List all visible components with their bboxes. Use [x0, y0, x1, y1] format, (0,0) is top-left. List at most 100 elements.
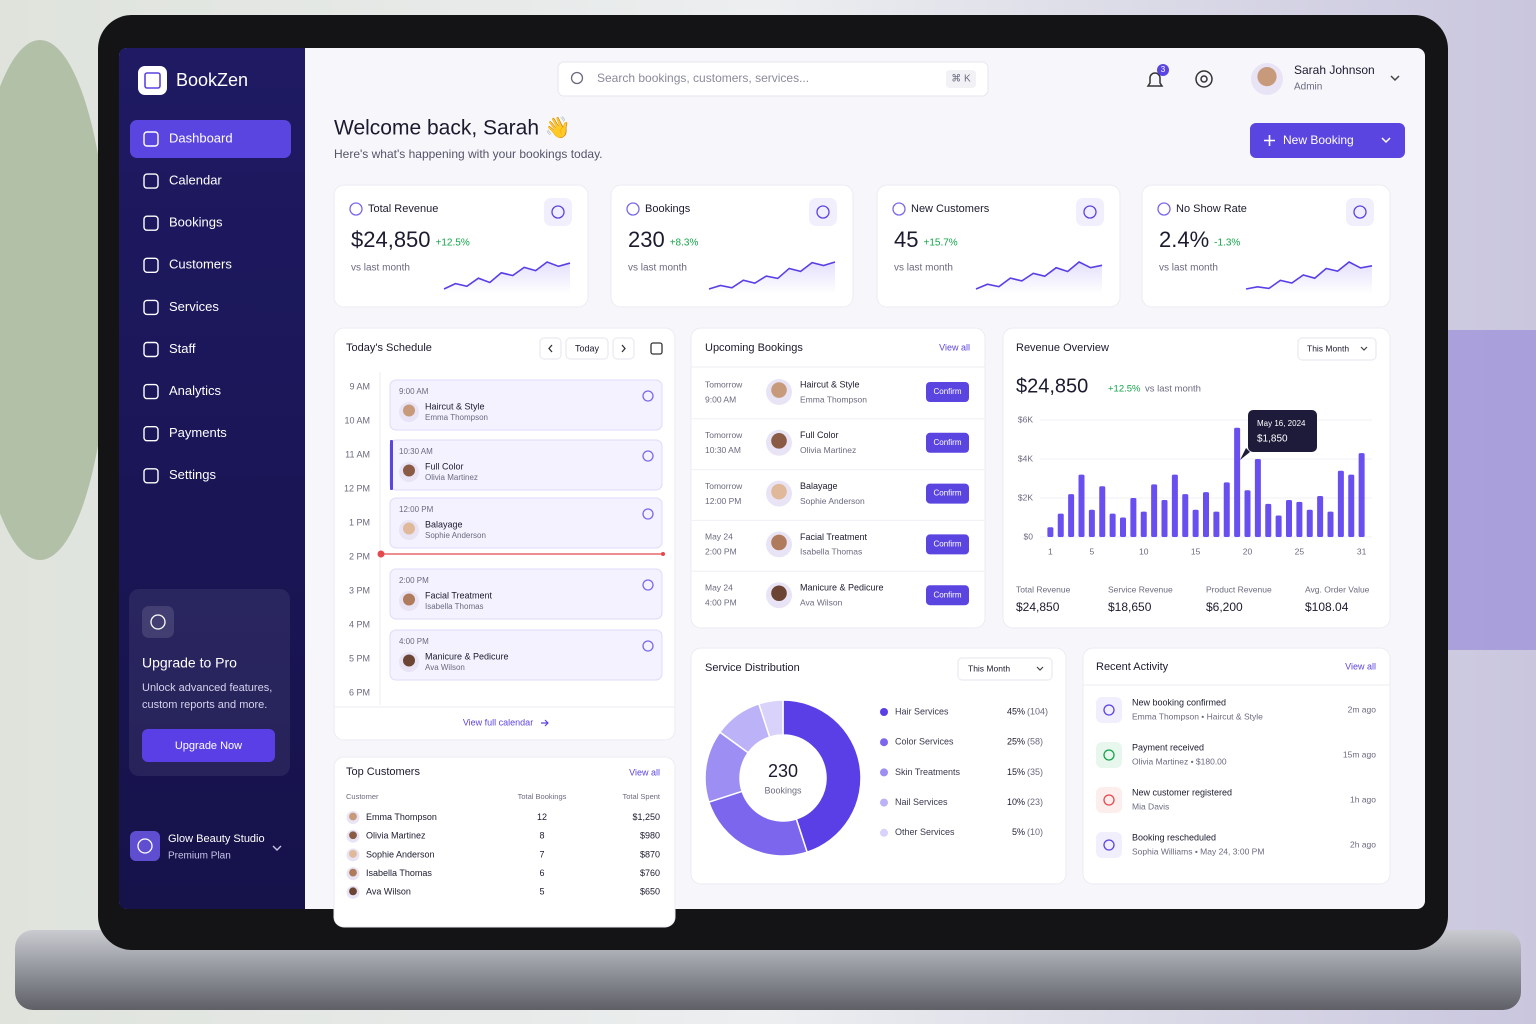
appointment-customer: Ava Wilson — [425, 663, 465, 672]
nav-icon — [143, 383, 159, 400]
revenue-change: +12.5% — [1108, 384, 1141, 395]
bar — [1171, 474, 1178, 537]
card-title: Recent Activity — [1096, 661, 1169, 673]
upgrade-icon-shape — [150, 614, 166, 630]
legend-count: (23) — [1027, 797, 1043, 807]
nav-item[interactable]: Staff — [169, 341, 196, 356]
upgrade-button-label[interactable]: Upgrade Now — [175, 740, 242, 752]
stat-icon — [892, 202, 906, 216]
search-box[interactable] — [557, 61, 989, 97]
appointment[interactable] — [389, 379, 663, 431]
filter-label[interactable]: This Month — [968, 663, 1010, 673]
avatar-face — [771, 534, 787, 551]
nav-item[interactable]: Payments — [169, 425, 227, 440]
summary-label: Avg. Order Value — [1305, 584, 1370, 594]
bar — [1203, 492, 1209, 537]
shortcut: ⌘ K — [951, 74, 971, 85]
chevron — [272, 845, 282, 851]
confirm-label[interactable]: Confirm — [933, 387, 961, 396]
link[interactable]: View full calendar — [463, 717, 533, 727]
legend-count: (104) — [1027, 706, 1048, 716]
hour-label: 1 PM — [349, 517, 370, 527]
appointment[interactable] — [389, 568, 663, 620]
table-cell: $650 — [640, 887, 660, 897]
search-placeholder[interactable]: Search bookings, customers, services... — [597, 71, 809, 85]
appointment[interactable] — [389, 497, 663, 549]
hour-label: 11 AM — [345, 449, 370, 459]
y-tick-label: $0 — [1024, 531, 1034, 541]
chevron — [1390, 75, 1400, 82]
tooltip — [1248, 410, 1317, 452]
summary-label: Service Revenue — [1108, 584, 1173, 594]
bar — [1140, 511, 1147, 537]
confirm-label[interactable]: Confirm — [933, 489, 961, 498]
appointment[interactable] — [389, 629, 663, 681]
confirm-label[interactable]: Confirm — [933, 590, 961, 599]
nav-item[interactable]: Calendar — [169, 173, 222, 188]
summary-label: Product Revenue — [1206, 584, 1272, 594]
nav-item[interactable]: Analytics — [169, 383, 222, 398]
nav-item[interactable]: Services — [169, 299, 219, 314]
table-cell: $870 — [640, 849, 660, 859]
stat-label: No Show Rate — [1176, 203, 1247, 215]
appointment-service: Balayage — [425, 519, 463, 529]
bar — [1120, 517, 1126, 537]
summary-value: $24,850 — [1016, 600, 1060, 614]
stat-label: New Customers — [911, 203, 990, 215]
stat-badge-icon — [551, 205, 565, 219]
donut-center-label: Bookings — [764, 785, 802, 795]
prev-button[interactable] — [539, 337, 562, 360]
arrow — [621, 344, 626, 353]
revenue-total: $24,850 — [1016, 375, 1088, 397]
sparkline — [443, 261, 571, 290]
nav-item[interactable]: Customers — [169, 257, 232, 272]
link[interactable]: View all — [939, 342, 970, 352]
shortcut-key — [946, 70, 976, 88]
bar — [1286, 499, 1292, 537]
nav-item[interactable]: Bookings — [169, 215, 223, 230]
new-booking-button[interactable] — [1250, 123, 1405, 158]
activity-time: 1h ago — [1350, 794, 1376, 804]
tooltip-arrow — [1240, 448, 1250, 460]
confirm-label[interactable]: Confirm — [933, 438, 961, 447]
today-label[interactable]: Today — [575, 343, 600, 353]
table-cell: $760 — [640, 868, 660, 878]
settings-icon[interactable] — [1195, 70, 1213, 88]
filter-select[interactable] — [1297, 337, 1377, 361]
link[interactable]: View all — [629, 767, 660, 777]
legend-percent: 15% — [1007, 767, 1025, 777]
confirm-button[interactable] — [926, 534, 969, 555]
new-booking-label[interactable]: New Booking — [1283, 133, 1354, 147]
stat-badge-icon — [816, 205, 830, 219]
today-button[interactable] — [565, 337, 609, 360]
filter-select[interactable] — [957, 657, 1053, 681]
bar — [1057, 513, 1064, 537]
appointment-customer: Sophie Anderson — [425, 531, 486, 540]
filter-label[interactable]: This Month — [1307, 343, 1349, 353]
nav-item[interactable]: Settings — [169, 467, 216, 482]
table-cell: 6 — [539, 868, 544, 878]
confirm-label[interactable]: Confirm — [933, 540, 961, 549]
column-header: Total Spent — [622, 792, 660, 801]
link[interactable]: View all — [1345, 661, 1376, 671]
summary-value: $18,650 — [1108, 600, 1152, 614]
avatar-face — [403, 404, 415, 417]
stat-badge — [809, 198, 837, 226]
nav-item[interactable]: Dashboard — [169, 130, 233, 145]
x-tick-label: 25 — [1295, 546, 1305, 556]
stat-value: $24,850 — [351, 227, 431, 252]
confirm-button[interactable] — [926, 585, 969, 606]
upgrade-button[interactable] — [142, 729, 275, 762]
confirm-button[interactable] — [926, 432, 969, 453]
legend-percent: 5% — [1012, 827, 1025, 837]
card-title: Service Distribution — [705, 662, 800, 674]
bell-icon[interactable] — [1146, 72, 1164, 87]
nav-active — [130, 120, 291, 158]
table-cell: Sophie Anderson — [366, 849, 435, 859]
confirm-button[interactable] — [926, 483, 969, 504]
stat-value: 2.4% — [1159, 227, 1209, 252]
next-button[interactable] — [612, 337, 635, 360]
avatar-face — [349, 850, 357, 858]
confirm-button[interactable] — [926, 382, 969, 402]
